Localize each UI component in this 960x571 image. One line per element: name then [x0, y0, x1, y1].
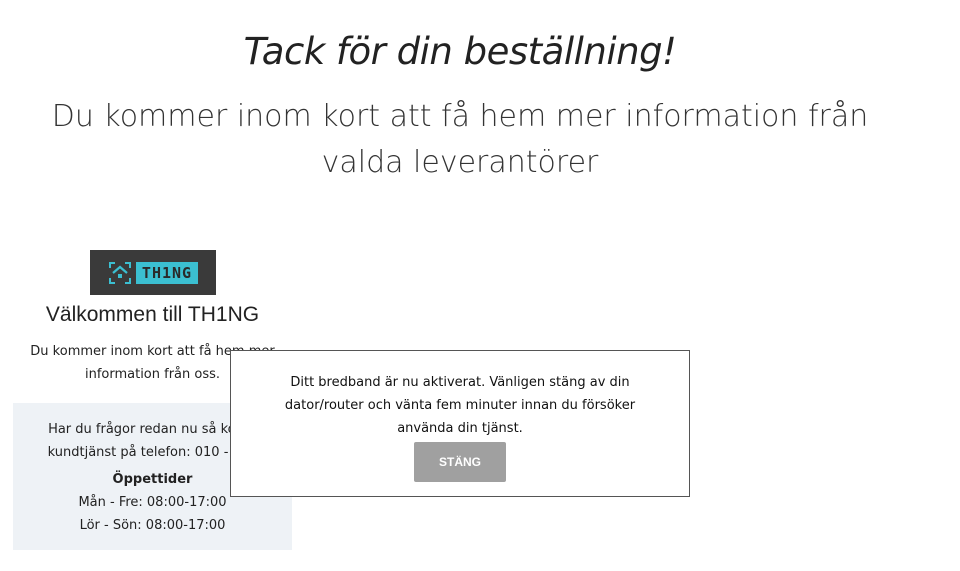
activation-dialog: Ditt bredband är nu aktiverat. Vänligen … [230, 350, 690, 497]
opening-hours-title: Öppettider [112, 472, 193, 487]
contact-line: Har du frågor redan nu så konta [48, 422, 257, 437]
hours-weekend: Lör - Sön: 08:00-17:00 [79, 518, 226, 533]
page-subtitle: Du kommer inom kort att få hem mer infor… [51, 99, 869, 180]
hours-weekday: Mån - Fre: 08:00-17:00 [78, 495, 227, 510]
logo-wordmark: TH1NG [135, 261, 199, 284]
welcome-heading: Välkommen till TH1NG [45, 303, 260, 326]
provider-logo: TH1NG [90, 250, 216, 295]
page-title: Tack för din beställning! [243, 30, 677, 73]
close-button[interactable]: STÄNG [414, 442, 506, 482]
intro-text: Du kommer inom kort att få hem mer infor… [30, 344, 275, 382]
house-icon [108, 261, 131, 284]
contact-phone-line: kundtjänst på telefon: 010 - 252 [47, 445, 258, 460]
dialog-message: Ditt bredband är nu aktiverat. Vänligen … [284, 375, 636, 436]
